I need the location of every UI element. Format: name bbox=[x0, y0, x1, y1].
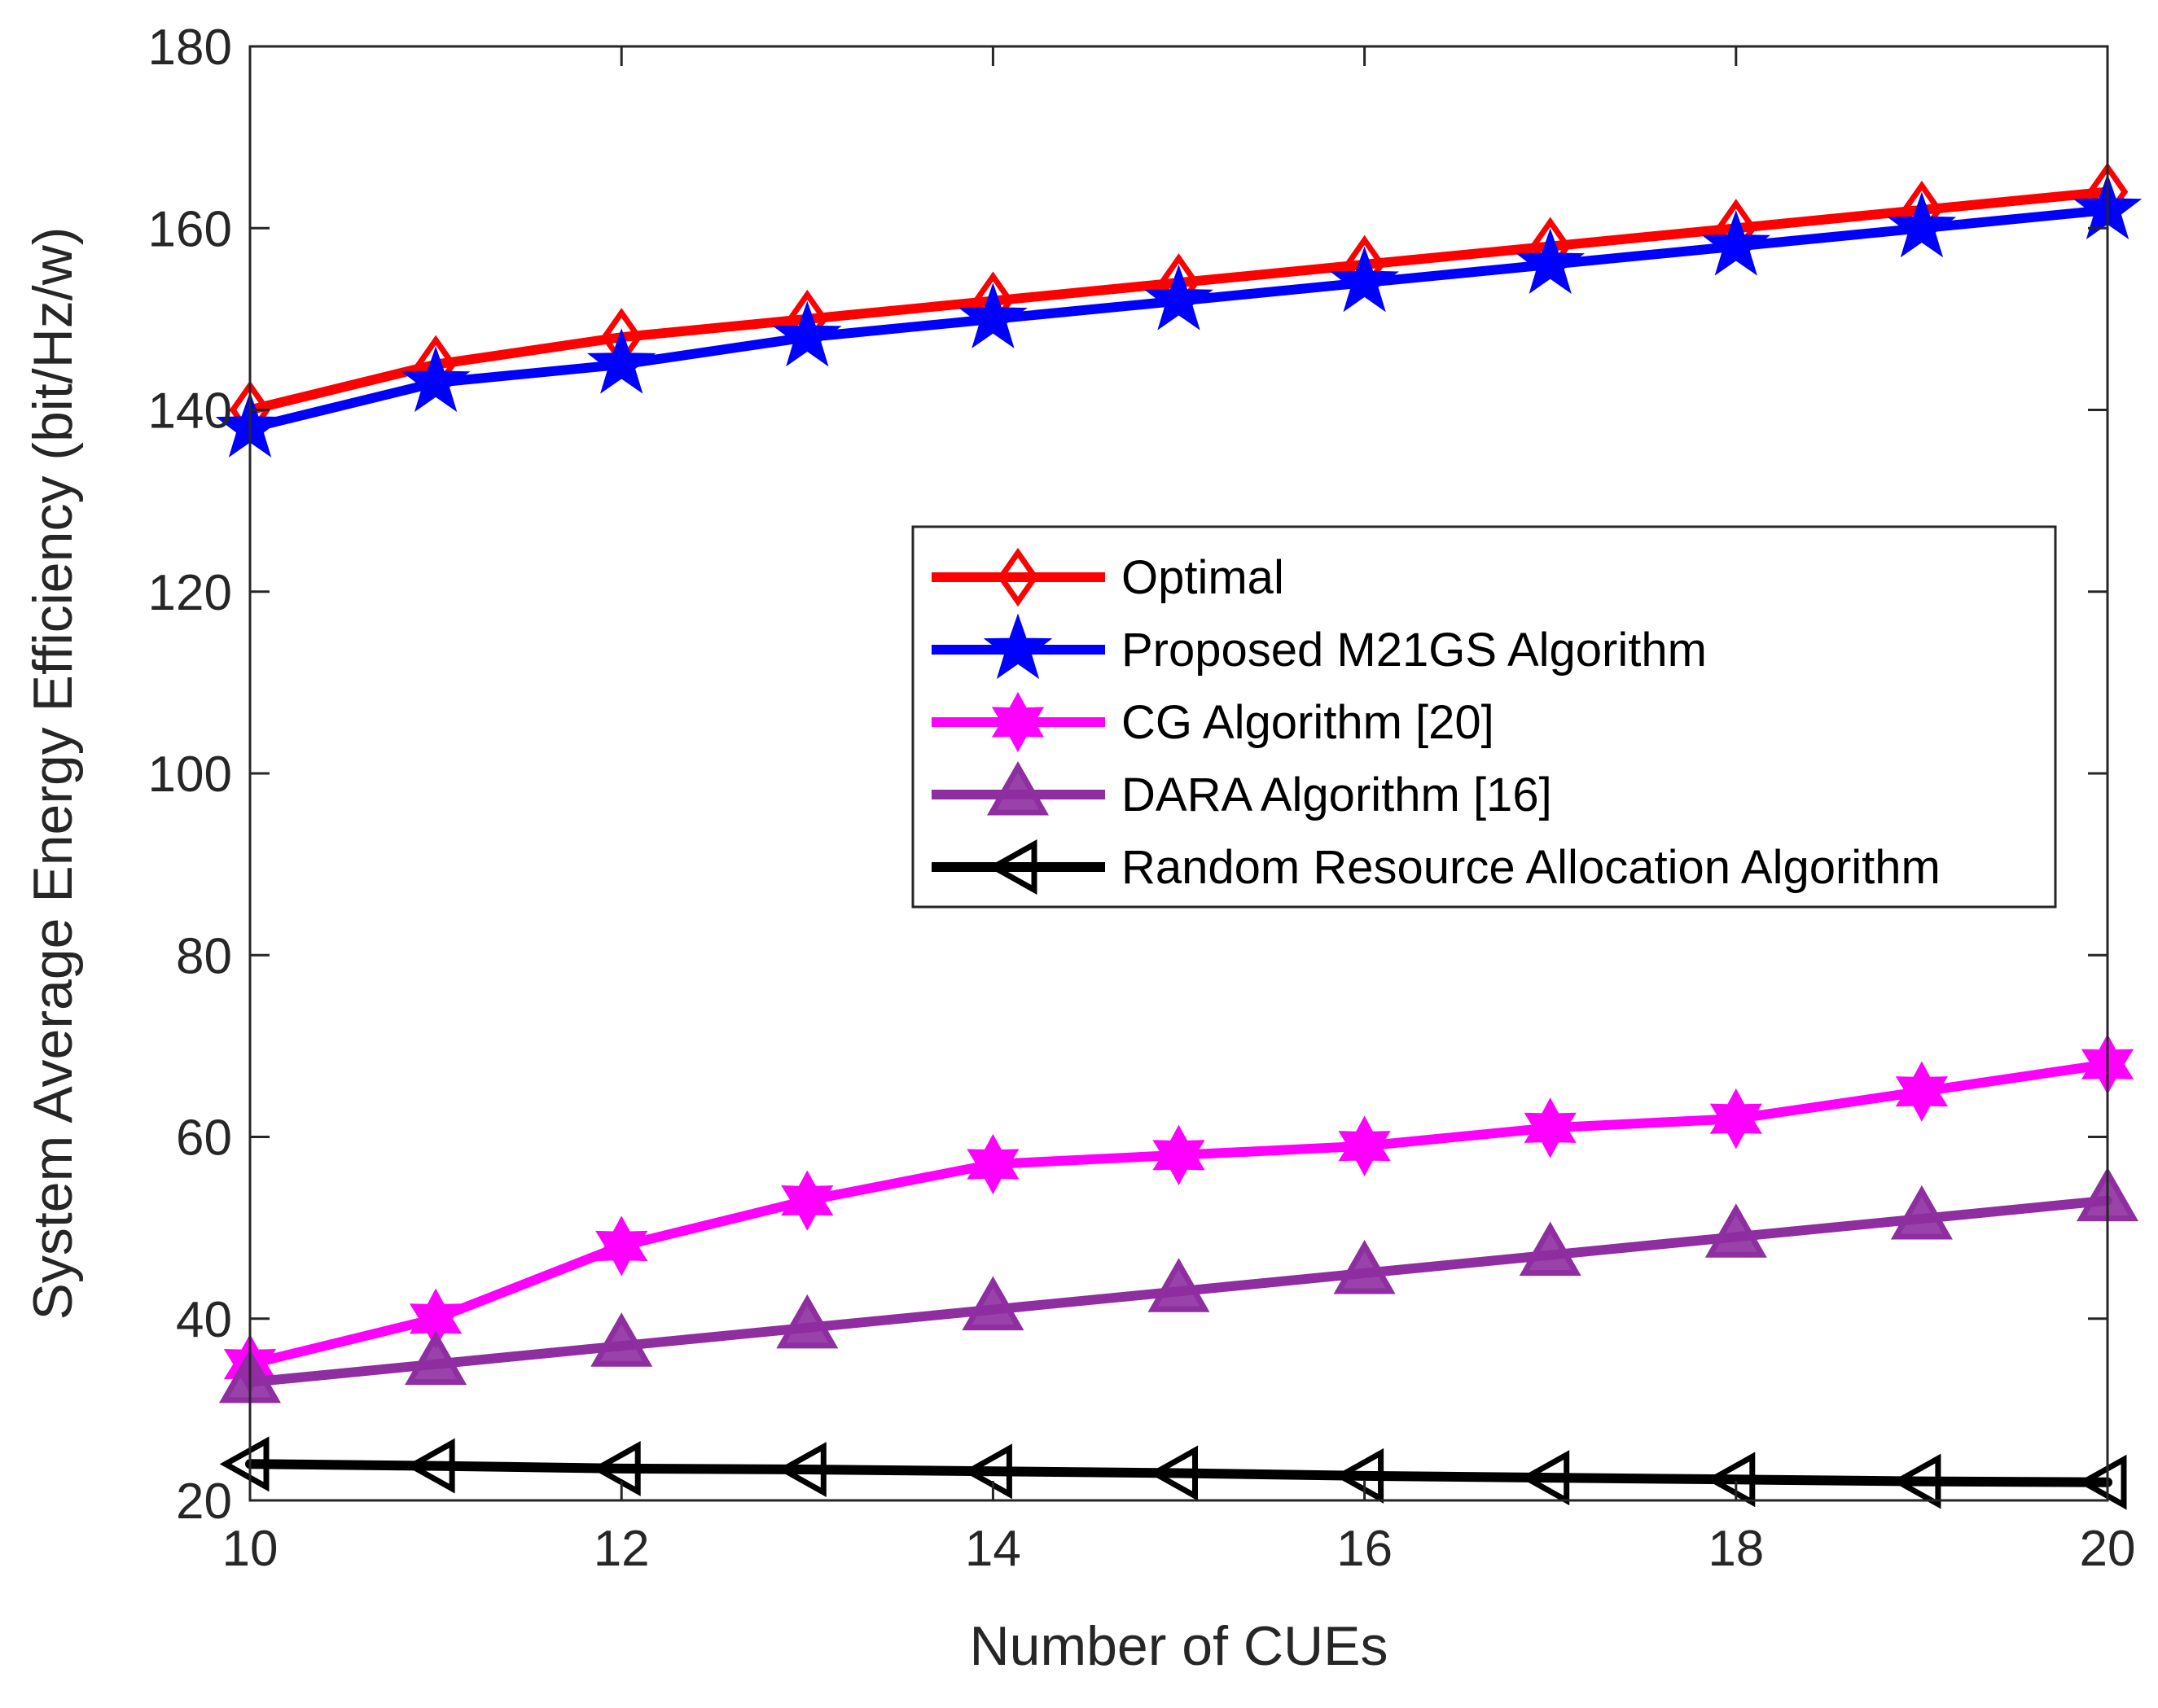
y-tick-label: 140 bbox=[148, 383, 232, 440]
legend-entry: CG Algorithm [20] bbox=[932, 691, 1494, 753]
y-tick-label: 80 bbox=[176, 928, 232, 984]
data-point bbox=[1520, 1450, 1570, 1506]
data-point bbox=[401, 346, 471, 413]
series-cg-algorithm-20 bbox=[223, 1034, 2134, 1395]
data-point bbox=[1704, 1203, 1767, 1258]
legend: Optimal Proposed M21GS Algorithm CG Algori… bbox=[911, 525, 2057, 909]
legend-label: DARA Algorithm [16] bbox=[1121, 769, 1552, 821]
x-tick-label: 12 bbox=[594, 1521, 650, 1577]
data-point bbox=[781, 1170, 834, 1231]
series-random-resource-allocation-algorithm bbox=[219, 1436, 2127, 1510]
legend-entry: DARA Algorithm [16] bbox=[932, 760, 1552, 821]
legend-box bbox=[911, 525, 2057, 909]
series-line bbox=[245, 1059, 2112, 1369]
y-tick-label: 160 bbox=[148, 201, 232, 257]
data-point bbox=[1333, 1239, 1396, 1294]
data-point bbox=[1709, 1088, 1762, 1150]
data-point bbox=[1895, 1061, 1949, 1122]
y-tick-label: 40 bbox=[176, 1292, 232, 1348]
data-point bbox=[1891, 1453, 1941, 1509]
series-dara-algorithm-16 bbox=[218, 1167, 2139, 1404]
x-axis-title: Number of CUEs bbox=[970, 1615, 1388, 1677]
legend-entry: Random Resource Allocation Algorithm bbox=[932, 839, 1941, 895]
data-point bbox=[1887, 191, 1957, 258]
data-point bbox=[1519, 1221, 1581, 1277]
data-point bbox=[772, 300, 842, 367]
legend-marker bbox=[983, 613, 1053, 680]
y-tick-label: 100 bbox=[148, 747, 232, 803]
data-point bbox=[2077, 1454, 2127, 1510]
y-tick-label: 180 bbox=[148, 20, 232, 76]
data-point bbox=[1147, 1258, 1210, 1312]
legend-entry: Proposed M21GS Algorithm bbox=[932, 613, 1707, 680]
data-point bbox=[591, 1440, 641, 1496]
data-point bbox=[1334, 1447, 1384, 1504]
y-tick-label: 60 bbox=[176, 1110, 232, 1167]
legend-marker bbox=[986, 760, 1050, 816]
x-tick-label: 16 bbox=[1336, 1521, 1393, 1577]
data-point bbox=[1338, 1115, 1391, 1176]
data-point bbox=[590, 1312, 653, 1367]
data-point bbox=[776, 1294, 839, 1349]
legend-label: Proposed M21GS Algorithm bbox=[1121, 624, 1707, 677]
data-point bbox=[219, 1436, 270, 1492]
x-tick-label: 14 bbox=[965, 1521, 1021, 1577]
y-tick-label: 120 bbox=[148, 565, 232, 621]
data-point bbox=[1330, 246, 1399, 313]
data-point bbox=[777, 1442, 827, 1498]
legend-label: Optimal bbox=[1121, 551, 1284, 604]
legend-marker bbox=[997, 547, 1039, 607]
legend-label: Random Resource Allocation Algorithm bbox=[1121, 841, 1941, 894]
legend-entry: Optimal bbox=[932, 547, 1284, 607]
y-tick-label: 20 bbox=[176, 1474, 232, 1530]
legend-marker bbox=[987, 839, 1037, 895]
x-tick-label: 18 bbox=[1708, 1521, 1764, 1577]
y-axis-title: System Average Energy Efficiency (bit/Hz… bbox=[22, 227, 84, 1320]
plot-area bbox=[215, 162, 2143, 1510]
data-point bbox=[1148, 1445, 1198, 1501]
x-tick-label: 10 bbox=[222, 1521, 279, 1577]
data-point bbox=[958, 282, 1028, 348]
data-point bbox=[595, 1215, 648, 1277]
data-point bbox=[1144, 265, 1213, 331]
data-point bbox=[586, 328, 656, 394]
data-point bbox=[1705, 1452, 1756, 1508]
series-line bbox=[245, 204, 2112, 433]
data-point bbox=[967, 1133, 1020, 1195]
x-tick-label: 20 bbox=[2080, 1521, 2136, 1577]
data-point bbox=[963, 1443, 1012, 1500]
data-point bbox=[1890, 1185, 1953, 1240]
legend-marker bbox=[991, 691, 1045, 753]
data-point bbox=[1515, 228, 1586, 295]
data-point bbox=[1701, 210, 1771, 276]
data-point bbox=[405, 1330, 467, 1386]
data-point bbox=[405, 1438, 455, 1494]
series-line bbox=[245, 1459, 2112, 1487]
data-point bbox=[1152, 1124, 1205, 1185]
legend-label: CG Algorithm [20] bbox=[1121, 696, 1494, 749]
data-point bbox=[962, 1276, 1024, 1331]
data-point bbox=[1524, 1097, 1577, 1158]
axes: 10 12 14 16 18 20 20 40 60 80 100 120 140 160 180 bbox=[148, 20, 2136, 1577]
